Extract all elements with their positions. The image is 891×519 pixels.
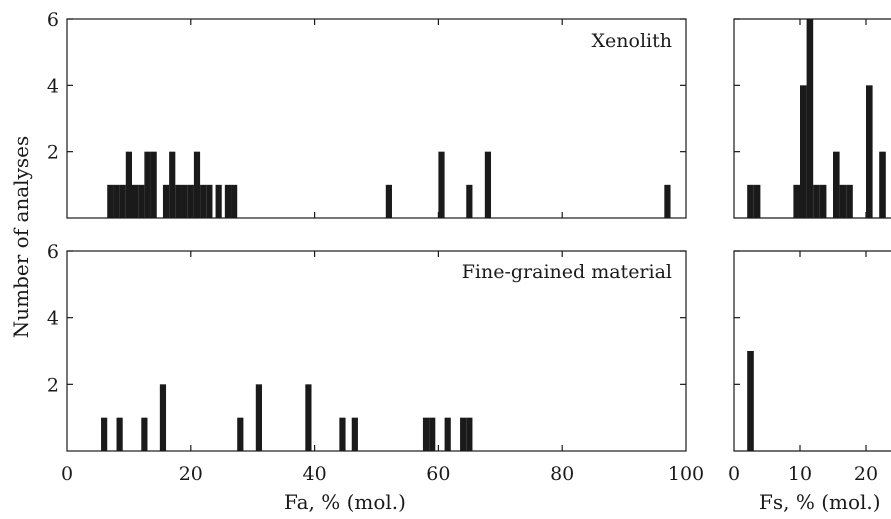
histogram-bar <box>231 184 238 218</box>
panel-label: Fine-grained material <box>462 261 672 283</box>
histogram-bar <box>819 184 827 218</box>
histogram-bar <box>101 417 108 451</box>
histogram-bar <box>206 184 213 218</box>
histogram-bar <box>305 384 312 451</box>
histogram-bar <box>839 184 847 218</box>
histogram-bar <box>200 184 207 218</box>
panel-frame <box>66 250 687 452</box>
x-tick-label: 20 <box>854 463 878 485</box>
y-tick-label: 6 <box>47 9 59 31</box>
histogram-bar <box>466 417 473 451</box>
y-tick-label: 4 <box>47 75 59 97</box>
histogram-bar <box>237 417 244 451</box>
histogram-bar <box>181 184 188 218</box>
histogram-bar <box>141 417 148 451</box>
x-tick-label: 80 <box>550 463 574 485</box>
histogram-bar <box>806 19 814 218</box>
panel-frame <box>66 18 687 219</box>
x-tick-label: 60 <box>426 463 450 485</box>
x-axis-label-fs: Fs, % (mol.) <box>759 490 881 514</box>
histogram-bar <box>162 184 170 218</box>
histogram-bar <box>125 151 132 218</box>
panel-fs-xenolith <box>733 18 891 219</box>
x-tick-label: 40 <box>303 463 327 485</box>
histogram-bar <box>224 184 232 218</box>
histogram-bar <box>144 151 151 218</box>
histogram-bar <box>793 184 800 218</box>
histogram-bar <box>187 184 194 218</box>
histogram-bar <box>438 151 445 218</box>
histogram-bar <box>444 417 451 451</box>
histogram-bar <box>813 184 820 218</box>
histogram-bar <box>215 184 222 218</box>
histogram-bar <box>664 184 671 218</box>
histogram-bar <box>747 351 754 451</box>
histogram-bar <box>119 184 126 218</box>
histogram-bar <box>429 417 436 451</box>
histogram-bar <box>833 151 840 218</box>
x-axis-label-fa: Fa, % (mol.) <box>284 490 406 514</box>
histogram-bar <box>169 151 176 218</box>
histogram-bar <box>255 384 262 451</box>
histogram-bar <box>747 184 754 218</box>
histogram-bar <box>339 417 346 451</box>
histogram-bar <box>138 184 145 218</box>
panel-label: Xenolith <box>592 30 672 52</box>
y-axis-label: Number of analyses <box>9 136 33 339</box>
histogram-bar <box>131 184 139 218</box>
histogram-bar <box>385 184 392 218</box>
y-tick-label: 6 <box>47 241 59 263</box>
histogram-bar <box>800 85 807 218</box>
histogram-bar <box>175 184 182 218</box>
histogram-bar <box>150 151 157 218</box>
x-tick-label: 0 <box>61 463 73 485</box>
y-tick-label: 2 <box>47 374 59 396</box>
histogram-bar <box>422 417 430 451</box>
panel-fa-xenolith: 2 4 6 Xenolith <box>47 9 687 219</box>
histogram-bar <box>159 384 167 451</box>
histogram-bar <box>116 417 123 451</box>
x-tick-label: 10 <box>788 463 812 485</box>
y-tick-label: 4 <box>47 308 59 330</box>
x-tick-label: 100 <box>668 463 704 485</box>
histogram-bar <box>866 85 873 218</box>
panel-frame <box>733 250 891 452</box>
histogram-bar <box>753 184 761 218</box>
histogram-bar <box>193 151 201 218</box>
histogram-bar <box>466 184 473 218</box>
y-tick-label: 2 <box>47 142 59 164</box>
histogram-bar <box>846 184 853 218</box>
histogram-bar <box>484 151 492 218</box>
histogram-bar <box>460 417 467 451</box>
histogram-bar <box>113 184 120 218</box>
x-tick-label: 0 <box>728 463 740 485</box>
histogram-bar <box>879 151 886 218</box>
panel-fs-fine-grained: 0 10 20 <box>728 250 891 485</box>
x-tick-label: 20 <box>179 463 203 485</box>
histogram-bar <box>351 417 358 451</box>
histogram-bar <box>107 184 114 218</box>
